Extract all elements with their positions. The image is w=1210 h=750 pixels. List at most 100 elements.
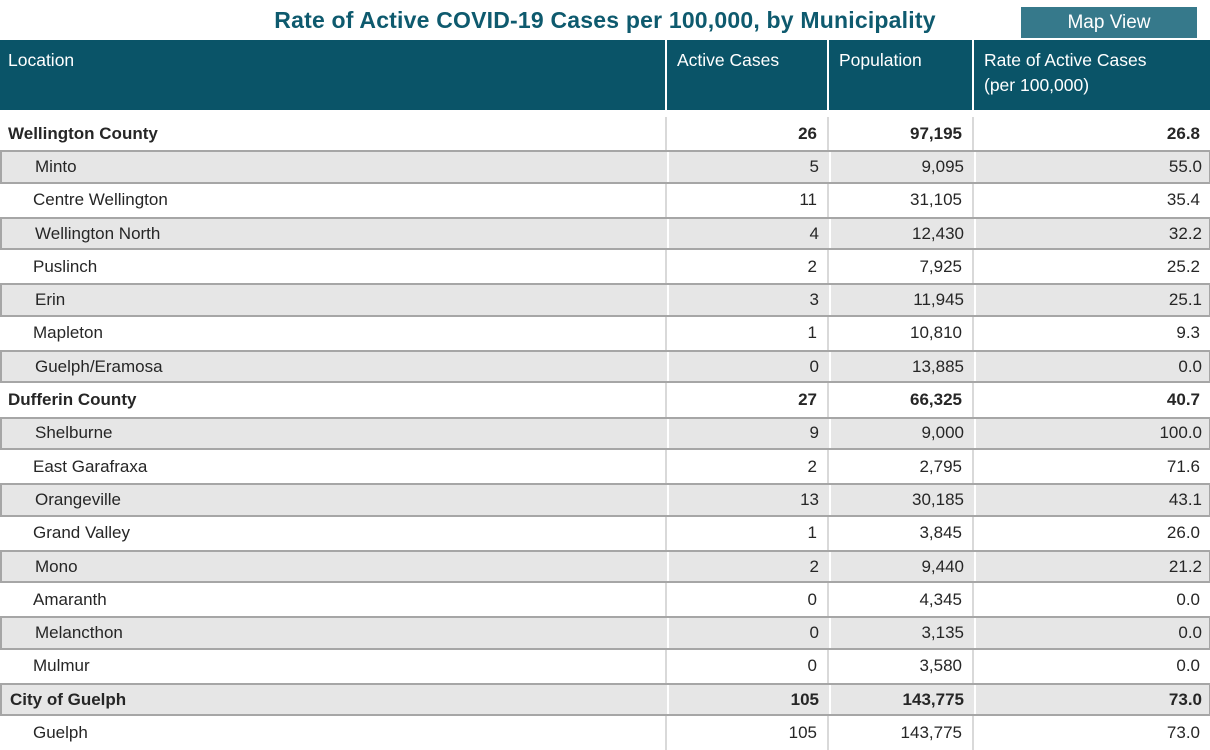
cell-active-cases: 3 bbox=[667, 285, 829, 315]
cell-population: 4,345 bbox=[827, 583, 972, 617]
cell-location: Centre Wellington bbox=[33, 190, 168, 210]
column-header-rate[interactable]: Rate of Active Cases (per 100,000) bbox=[972, 40, 1210, 110]
cell-population: 13,885 bbox=[829, 352, 974, 382]
cell-location: Guelph bbox=[33, 722, 88, 742]
table-row[interactable]: Guelph/Eramosa 0 13,885 0.0 bbox=[0, 350, 1210, 384]
cell-rate: 0.0 bbox=[974, 352, 1210, 382]
cell-active-cases: 27 bbox=[665, 383, 827, 417]
cell-rate: 26.8 bbox=[972, 117, 1210, 151]
cell-location: Orangeville bbox=[35, 489, 121, 509]
cell-rate: 0.0 bbox=[974, 618, 1210, 648]
title-bar: Rate of Active COVID-19 Cases per 100,00… bbox=[0, 0, 1210, 40]
cell-location: Wellington North bbox=[35, 223, 161, 243]
cell-location: Wellington County bbox=[8, 123, 158, 143]
table-row[interactable]: Centre Wellington 11 31,105 35.4 bbox=[0, 183, 1210, 217]
cell-population: 11,945 bbox=[829, 285, 974, 315]
cell-population: 3,845 bbox=[827, 516, 972, 550]
cell-active-cases: 2 bbox=[667, 551, 829, 582]
cell-population: 97,195 bbox=[827, 117, 972, 151]
cell-rate: 0.0 bbox=[972, 583, 1210, 617]
table-row[interactable]: Orangeville 13 30,185 43.1 bbox=[0, 483, 1210, 517]
column-header-location[interactable]: Location bbox=[8, 50, 75, 70]
cell-population: 2,795 bbox=[827, 449, 972, 484]
cell-active-cases: 0 bbox=[667, 352, 829, 382]
table-row[interactable]: Mapleton 1 10,810 9.3 bbox=[0, 316, 1210, 351]
table-row[interactable]: Mono 2 9,440 21.2 bbox=[0, 549, 1210, 584]
cell-location: Mono bbox=[35, 556, 78, 576]
table-row[interactable]: Dufferin County 27 66,325 40.7 bbox=[0, 383, 1210, 417]
cell-rate: 55.0 bbox=[974, 152, 1210, 182]
cell-population: 30,185 bbox=[829, 485, 974, 515]
table-row[interactable]: Shelburne 9 9,000 100.0 bbox=[0, 416, 1210, 450]
cell-active-cases: 0 bbox=[665, 649, 827, 684]
cell-rate: 71.6 bbox=[972, 449, 1210, 484]
table-body: Wellington County 26 97,195 26.8 Minto 5 9,095… bbox=[0, 117, 1210, 750]
cell-rate: 43.1 bbox=[974, 485, 1210, 515]
cell-population: 143,775 bbox=[827, 716, 972, 750]
cell-population: 12,430 bbox=[829, 218, 974, 249]
cell-active-cases: 1 bbox=[665, 316, 827, 351]
cell-active-cases: 105 bbox=[665, 716, 827, 750]
cell-population: 31,105 bbox=[827, 183, 972, 217]
cell-rate: 73.0 bbox=[972, 716, 1210, 750]
cell-active-cases: 4 bbox=[667, 218, 829, 249]
cell-location: Shelburne bbox=[35, 423, 113, 443]
cell-rate: 21.2 bbox=[974, 551, 1210, 582]
cell-location: Erin bbox=[35, 290, 66, 310]
cell-rate: 0.0 bbox=[972, 649, 1210, 684]
cell-rate: 40.7 bbox=[972, 383, 1210, 417]
table-row[interactable]: Erin 3 11,945 25.1 bbox=[0, 283, 1210, 317]
cell-rate: 100.0 bbox=[974, 418, 1210, 448]
cell-rate: 26.0 bbox=[972, 516, 1210, 550]
column-header-active-cases[interactable]: Active Cases bbox=[665, 40, 827, 110]
table-row[interactable]: Wellington North 4 12,430 32.2 bbox=[0, 216, 1210, 251]
table-row[interactable]: Mulmur 0 3,580 0.0 bbox=[0, 649, 1210, 684]
cell-rate: 73.0 bbox=[974, 685, 1210, 715]
cell-population: 66,325 bbox=[827, 383, 972, 417]
cell-population: 9,095 bbox=[829, 152, 974, 182]
table-row[interactable]: Amaranth 0 4,345 0.0 bbox=[0, 583, 1210, 617]
cell-location: East Garafraxa bbox=[33, 456, 148, 476]
cell-location: Grand Valley bbox=[33, 523, 131, 543]
cell-rate: 25.2 bbox=[972, 250, 1210, 284]
cell-active-cases: 0 bbox=[665, 583, 827, 617]
table-row[interactable]: Minto 5 9,095 55.0 bbox=[0, 150, 1210, 184]
cell-rate: 35.4 bbox=[972, 183, 1210, 217]
cell-location: City of Guelph bbox=[10, 689, 127, 709]
cell-active-cases: 105 bbox=[667, 685, 829, 715]
cell-location: Dufferin County bbox=[8, 390, 137, 410]
table-row[interactable]: Melancthon 0 3,135 0.0 bbox=[0, 616, 1210, 650]
cell-location: Mapleton bbox=[33, 323, 103, 343]
cell-population: 3,135 bbox=[829, 618, 974, 648]
cell-population: 10,810 bbox=[827, 316, 972, 351]
cell-active-cases: 2 bbox=[665, 250, 827, 284]
cell-population: 7,925 bbox=[827, 250, 972, 284]
cell-active-cases: 13 bbox=[667, 485, 829, 515]
table-row[interactable]: Grand Valley 1 3,845 26.0 bbox=[0, 516, 1210, 550]
table-row[interactable]: East Garafraxa 2 2,795 71.6 bbox=[0, 449, 1210, 484]
cell-active-cases: 2 bbox=[665, 449, 827, 484]
table-header-row: Location Active Cases Population Rate of… bbox=[0, 40, 1210, 110]
cell-population: 9,000 bbox=[829, 418, 974, 448]
cell-active-cases: 11 bbox=[665, 183, 827, 217]
cell-location: Mulmur bbox=[33, 656, 90, 676]
cell-location: Minto bbox=[35, 156, 77, 176]
table-row[interactable]: Guelph 105 143,775 73.0 bbox=[0, 716, 1210, 750]
cell-active-cases: 5 bbox=[667, 152, 829, 182]
cell-location: Guelph/Eramosa bbox=[35, 356, 163, 376]
table-row[interactable]: Puslinch 2 7,925 25.2 bbox=[0, 250, 1210, 284]
table-row[interactable]: Wellington County 26 97,195 26.8 bbox=[0, 117, 1210, 151]
cell-location: Melancthon bbox=[35, 623, 123, 643]
column-header-population[interactable]: Population bbox=[827, 40, 972, 110]
cell-population: 9,440 bbox=[829, 551, 974, 582]
cell-active-cases: 1 bbox=[665, 516, 827, 550]
cell-rate: 32.2 bbox=[974, 218, 1210, 249]
cell-location: Amaranth bbox=[33, 589, 107, 609]
cell-population: 3,580 bbox=[827, 649, 972, 684]
cell-rate: 25.1 bbox=[974, 285, 1210, 315]
cell-active-cases: 0 bbox=[667, 618, 829, 648]
cell-rate: 9.3 bbox=[972, 316, 1210, 351]
map-view-button[interactable]: Map View bbox=[1021, 7, 1197, 38]
table-row[interactable]: City of Guelph 105 143,775 73.0 bbox=[0, 683, 1210, 717]
cell-population: 143,775 bbox=[829, 685, 974, 715]
